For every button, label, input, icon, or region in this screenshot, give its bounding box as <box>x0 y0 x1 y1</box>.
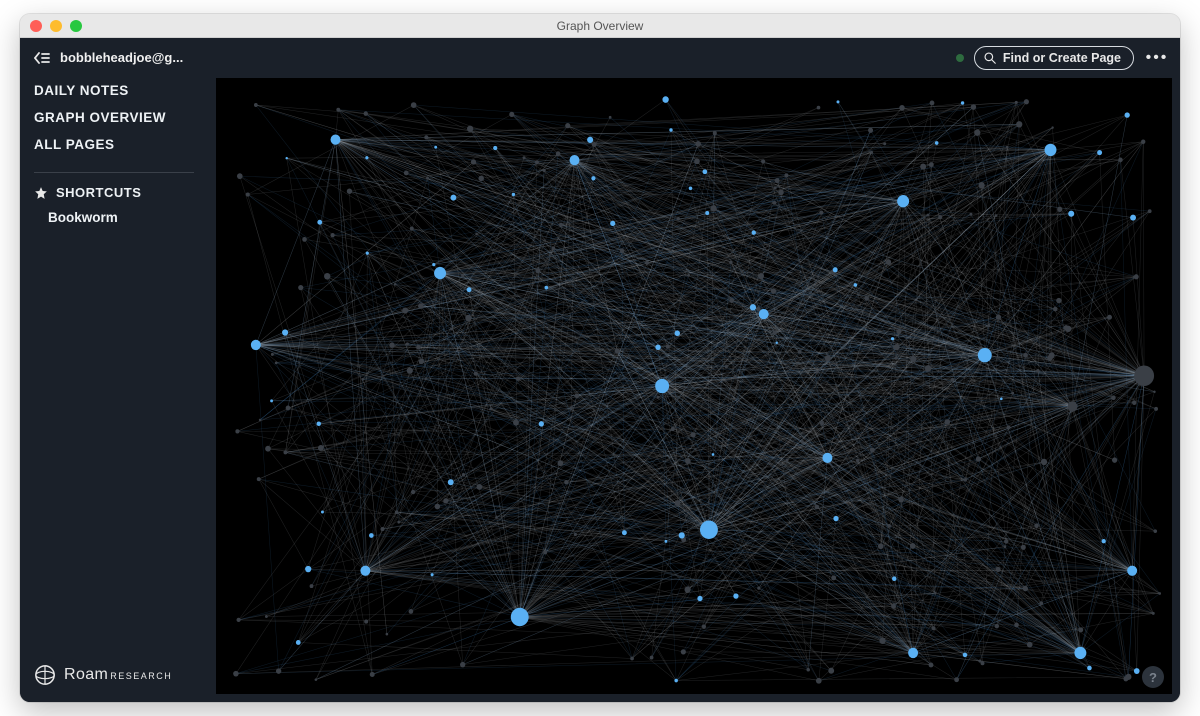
shortcuts-title: SHORTCUTS <box>56 185 141 200</box>
nav-graph-overview[interactable]: GRAPH OVERVIEW <box>34 104 194 131</box>
more-menu-button[interactable]: ••• <box>1144 49 1170 67</box>
shortcut-bookworm[interactable]: Bookworm <box>20 204 208 231</box>
brand-footer[interactable]: RoamRESEARCH <box>20 650 208 702</box>
graph-canvas[interactable]: ? <box>216 78 1172 694</box>
shortcuts-header: SHORTCUTS <box>20 179 208 204</box>
sidebar-divider <box>34 172 194 173</box>
nav-daily-notes[interactable]: DAILY NOTES <box>34 77 194 104</box>
account-label: bobbleheadjoe@g... <box>60 50 183 65</box>
nav-all-pages[interactable]: ALL PAGES <box>34 131 194 158</box>
window-minimize[interactable] <box>50 20 62 32</box>
window-title: Graph Overview <box>20 19 1180 33</box>
brand-name: Roam <box>64 666 108 683</box>
search-button[interactable]: Find or Create Page <box>974 46 1134 70</box>
topbar: Find or Create Page ••• <box>208 38 1180 78</box>
roam-logo-icon <box>34 664 56 686</box>
search-label: Find or Create Page <box>1003 51 1121 65</box>
sidebar: bobbleheadjoe@g... DAILY NOTES GRAPH OVE… <box>20 38 208 702</box>
menu-collapse-icon <box>34 51 50 65</box>
star-icon <box>34 186 48 200</box>
brand-sub: RESEARCH <box>110 671 172 681</box>
account-switcher[interactable]: bobbleheadjoe@g... <box>20 38 208 75</box>
search-icon <box>983 51 997 65</box>
help-button[interactable]: ? <box>1142 666 1164 688</box>
window-zoom[interactable] <box>70 20 82 32</box>
sidebar-nav: DAILY NOTES GRAPH OVERVIEW ALL PAGES <box>20 75 208 166</box>
window-close[interactable] <box>30 20 42 32</box>
main-area: Find or Create Page ••• ? <box>208 38 1180 702</box>
sync-status-dot <box>956 54 964 62</box>
window-titlebar: Graph Overview <box>20 14 1180 38</box>
graph-svg <box>216 78 1172 694</box>
